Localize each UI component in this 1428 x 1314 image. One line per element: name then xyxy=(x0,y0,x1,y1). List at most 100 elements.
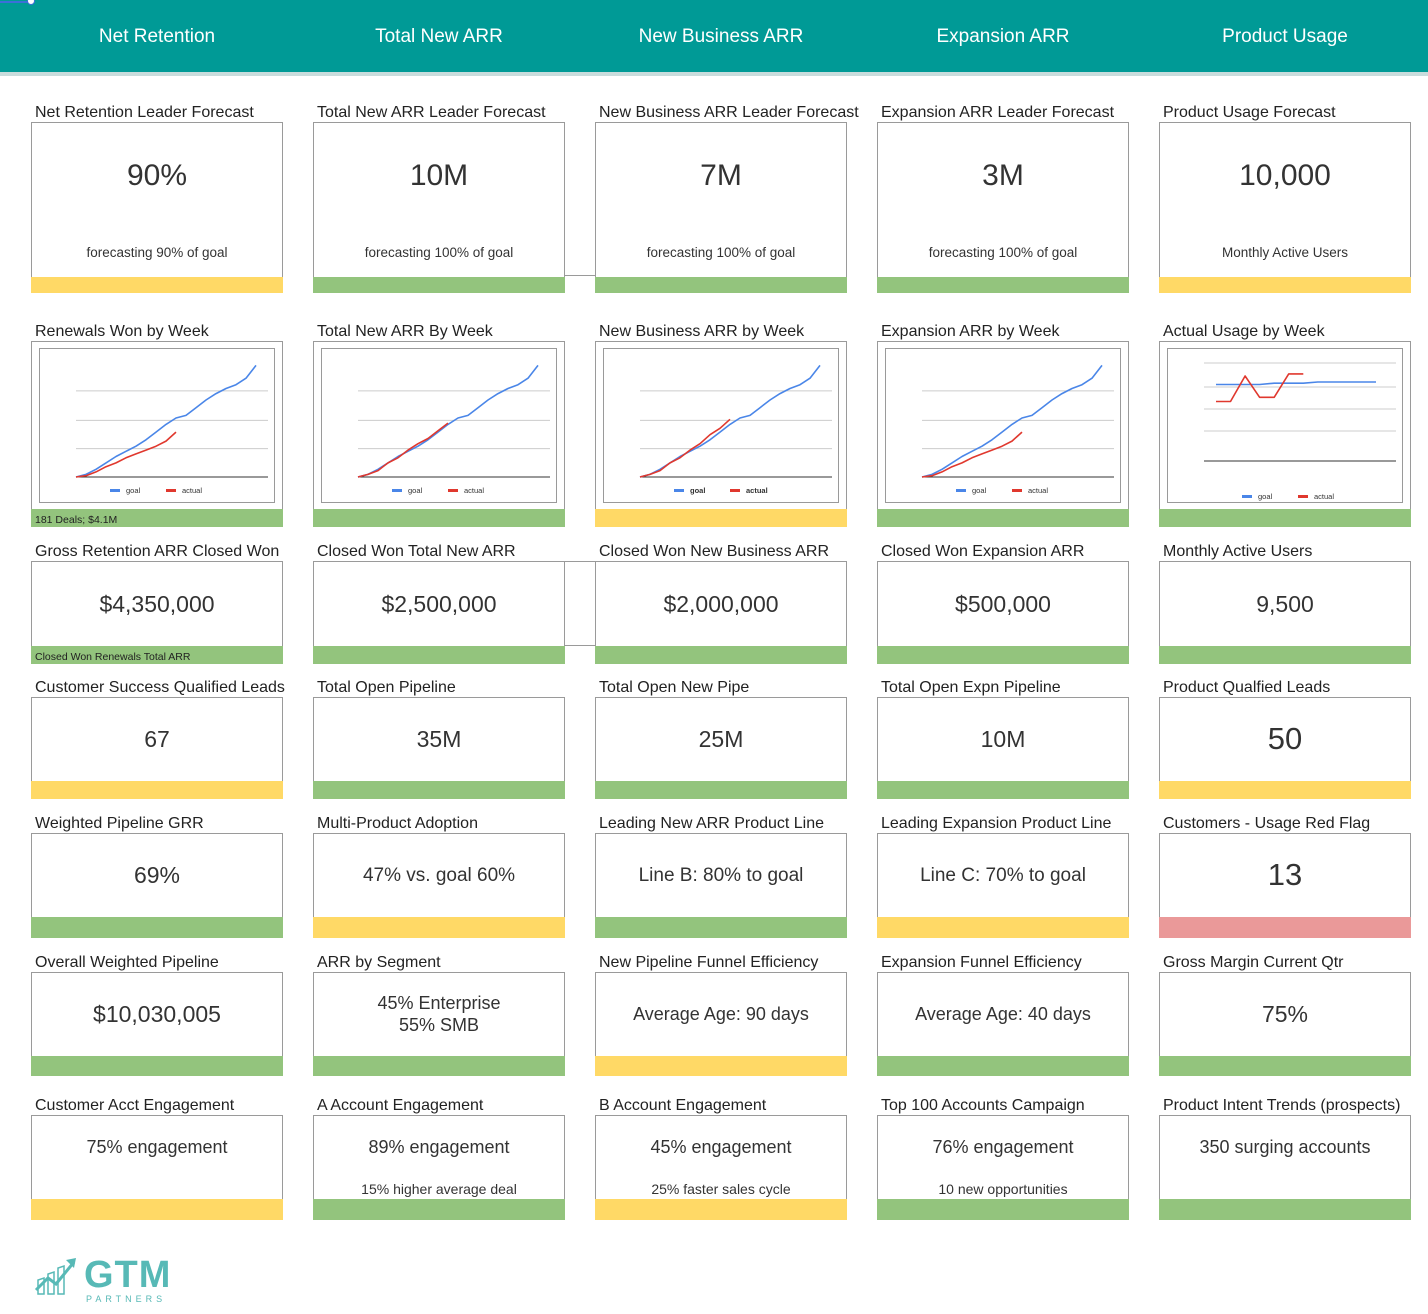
metric-card-actual-usage-by-week[interactable]: goal actual xyxy=(1159,341,1411,527)
metric-card-leading-expansion-product-line[interactable]: Line C: 70% to goal xyxy=(877,833,1129,938)
metric-card-net-retention-leader-forecast[interactable]: 90% forecasting 90% of goal xyxy=(31,122,283,293)
series-line-goal xyxy=(639,364,821,478)
legend-swatch-goal xyxy=(392,489,402,492)
metric-card-monthly-active-users[interactable]: 9,500 xyxy=(1159,561,1411,664)
card-label-expansion-arr-leader-forecast: Expansion ARR Leader Forecast xyxy=(881,104,1115,121)
metric-card-customer-success-qualified-leads[interactable]: 67 xyxy=(31,697,283,799)
card-connector-line xyxy=(565,561,595,562)
card-label-monthly-active-users: Monthly Active Users xyxy=(1163,543,1313,560)
metric-value-line1: 45% Enterprise xyxy=(377,993,501,1013)
status-bar-green xyxy=(1159,1199,1411,1220)
metric-value: 10M xyxy=(980,726,1026,753)
card-label-actual-usage-by-week: Actual Usage by Week xyxy=(1163,323,1325,340)
metric-card-renewals-won-by-week[interactable]: 181 Deals; $4.1M goal actual xyxy=(31,341,283,527)
metric-card-total-new-arr-leader-forecast[interactable]: 10M forecasting 100% of goal xyxy=(313,122,565,293)
metric-card-arr-by-segment[interactable]: 45% Enterprise 55% SMB xyxy=(313,972,565,1076)
metric-value: 13 xyxy=(1267,857,1303,893)
legend-label-actual: actual xyxy=(1028,486,1048,495)
series-line-actual xyxy=(921,431,1023,478)
card-label-renewals-won-by-week: Renewals Won by Week xyxy=(35,323,209,340)
metric-value-line2: 55% SMB xyxy=(398,1015,480,1035)
line-chart-actual-usage-by-week[interactable]: goal actual xyxy=(1167,348,1403,503)
metric-subtext: 15% higher average deal xyxy=(361,1181,517,1197)
metric-subtext: Monthly Active Users xyxy=(1221,245,1349,260)
metric-card-total-open-new-pipe[interactable]: 25M xyxy=(595,697,847,799)
tab-net-retention[interactable]: Net Retention xyxy=(98,26,216,47)
card-label-gross-retention-arr-closed-won: Gross Retention ARR Closed Won xyxy=(35,543,280,560)
metric-card-leading-new-arr-product-line[interactable]: Line B: 80% to goal xyxy=(595,833,847,938)
metric-card-product-usage-forecast[interactable]: 10,000 Monthly Active Users xyxy=(1159,122,1411,293)
metric-card-closed-won-total-new-arr[interactable]: $2,500,000 xyxy=(313,561,565,664)
metric-card-weighted-pipeline-grr[interactable]: 69% xyxy=(31,833,283,938)
status-bar-green xyxy=(313,646,565,664)
status-bar-yellow xyxy=(31,1199,283,1220)
metric-card-new-business-arr-leader-forecast[interactable]: 7M forecasting 100% of goal xyxy=(595,122,847,293)
line-chart-renewals-won-by-week[interactable]: goal actual xyxy=(39,348,275,503)
metric-card-expansion-arr-by-week[interactable]: goal actual xyxy=(877,341,1129,527)
metric-card-product-qualfied-leads[interactable]: 50 xyxy=(1159,697,1411,799)
metric-card-total-open-pipeline[interactable]: 35M xyxy=(313,697,565,799)
card-label-total-new-arr-by-week: Total New ARR By Week xyxy=(317,323,493,340)
tab-product-usage[interactable]: Product Usage xyxy=(1222,26,1348,47)
card-label-customer-acct-engagement: Customer Acct Engagement xyxy=(35,1097,235,1114)
series-line-actual xyxy=(75,431,177,478)
tab-new-business-arr[interactable]: New Business ARR xyxy=(638,26,804,47)
metric-card-closed-won-new-business-arr[interactable]: $2,000,000 xyxy=(595,561,847,664)
status-bar-green xyxy=(313,781,565,799)
legend-label-goal: goal xyxy=(690,486,705,495)
gtm-partners-logo: GTM PARTNERS xyxy=(34,1254,184,1306)
metric-card-multi-product-adoption[interactable]: 47% vs. goal 60% xyxy=(313,833,565,938)
tab-expansion-arr[interactable]: Expansion ARR xyxy=(936,26,1070,47)
metric-card-total-new-arr-by-week[interactable]: goal actual xyxy=(313,341,565,527)
status-bar-green: 181 Deals; $4.1M xyxy=(31,509,283,527)
metric-card-expansion-funnel-efficiency[interactable]: Average Age: 40 days xyxy=(877,972,1129,1076)
status-bar-green: Closed Won Renewals Total ARR xyxy=(31,646,283,664)
card-label-top-100-accounts-campaign: Top 100 Accounts Campaign xyxy=(881,1097,1085,1114)
status-bar-green xyxy=(595,646,847,664)
metric-card-gross-margin-current-qtr[interactable]: 75% xyxy=(1159,972,1411,1076)
metric-value: $500,000 xyxy=(955,590,1051,617)
status-bar-yellow xyxy=(1159,781,1411,799)
metric-card-product-intent-trends-prospects[interactable]: 350 surging accounts xyxy=(1159,1115,1411,1220)
legend-swatch-goal xyxy=(674,489,684,492)
metric-value: 9,500 xyxy=(1256,590,1314,617)
metric-card-a-account-engagement[interactable]: 89% engagement 15% higher average deal xyxy=(313,1115,565,1220)
metric-subtext: forecasting 100% of goal xyxy=(646,245,796,260)
status-bar-green xyxy=(1159,1056,1411,1076)
metric-card-top-100-accounts-campaign[interactable]: 76% engagement 10 new opportunities xyxy=(877,1115,1129,1220)
metric-card-gross-retention-arr-closed-won[interactable]: Closed Won Renewals Total ARR $4,350,000 xyxy=(31,561,283,664)
card-label-expansion-arr-by-week: Expansion ARR by Week xyxy=(881,323,1060,340)
legend-label-actual: actual xyxy=(1314,492,1334,501)
card-label-closed-won-expansion-arr: Closed Won Expansion ARR xyxy=(881,543,1085,560)
status-bar-green xyxy=(31,1056,283,1076)
metric-card-customer-acct-engagement[interactable]: 75% engagement xyxy=(31,1115,283,1220)
line-chart-total-new-arr-by-week[interactable]: goal actual xyxy=(321,348,557,503)
metric-card-new-business-arr-by-week[interactable]: goal actual xyxy=(595,341,847,527)
metric-card-closed-won-expansion-arr[interactable]: $500,000 xyxy=(877,561,1129,664)
metric-value: 67 xyxy=(144,726,170,753)
chart-svg: goal actual xyxy=(75,364,268,495)
metric-card-total-open-expn-pipeline[interactable]: 10M xyxy=(877,697,1129,799)
metric-card-new-pipeline-funnel-efficiency[interactable]: Average Age: 90 days xyxy=(595,972,847,1076)
metric-subtext: forecasting 100% of goal xyxy=(364,245,514,260)
series-line-actual xyxy=(1216,373,1304,403)
legend-swatch-goal xyxy=(110,489,120,492)
tab-total-new-arr[interactable]: Total New ARR xyxy=(375,26,503,47)
metric-card-overall-weighted-pipeline[interactable]: $10,030,005 xyxy=(31,972,283,1076)
chart-svg: goal actual xyxy=(1204,362,1396,501)
metric-value: $10,030,005 xyxy=(93,1001,221,1028)
metric-value: 90% xyxy=(126,159,188,192)
metric-subtext: 25% faster sales cycle xyxy=(651,1181,791,1197)
status-bar-green xyxy=(595,917,847,938)
line-chart-new-business-arr-by-week[interactable]: goal actual xyxy=(603,348,839,503)
status-bar-green xyxy=(313,1056,565,1076)
metric-value: Average Age: 90 days xyxy=(633,1004,809,1025)
metric-card-expansion-arr-leader-forecast[interactable]: 3M forecasting 100% of goal xyxy=(877,122,1129,293)
metric-value: 47% vs. goal 60% xyxy=(362,864,516,886)
metric-card-customers-usage-red-flag[interactable]: 13 xyxy=(1159,833,1411,938)
corner-handle-icon[interactable] xyxy=(0,0,40,5)
metric-value: 350 surging accounts xyxy=(1199,1137,1371,1157)
line-chart-expansion-arr-by-week[interactable]: goal actual xyxy=(885,348,1121,503)
metric-card-b-account-engagement[interactable]: 45% engagement 25% faster sales cycle xyxy=(595,1115,847,1220)
status-bar-yellow xyxy=(595,1199,847,1220)
